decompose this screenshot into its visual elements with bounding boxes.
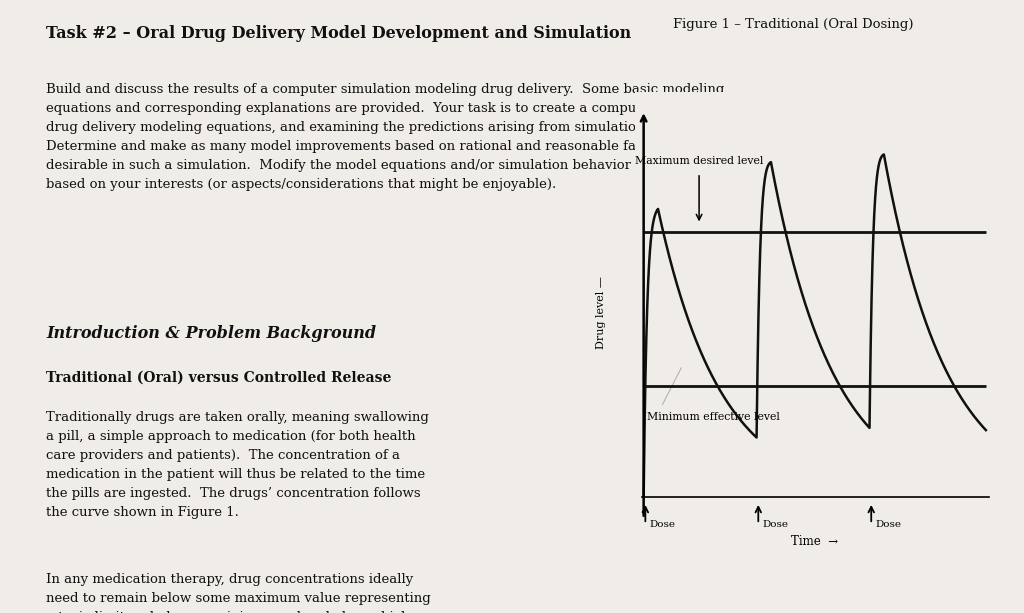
Text: Traditionally drugs are taken orally, meaning swallowing
a pill, a simple approa: Traditionally drugs are taken orally, me… — [46, 411, 429, 519]
Text: Build and discuss the results of a computer simulation modeling drug delivery.  : Build and discuss the results of a compu… — [46, 83, 770, 191]
Text: Task #2 – Oral Drug Delivery Model Development and Simulation: Task #2 – Oral Drug Delivery Model Devel… — [46, 25, 632, 42]
Text: Introduction & Problem Background: Introduction & Problem Background — [46, 325, 377, 342]
Text: Traditional (Oral) versus Controlled Release: Traditional (Oral) versus Controlled Rel… — [46, 371, 392, 385]
Text: Figure 1 – Traditional (Oral Dosing): Figure 1 – Traditional (Oral Dosing) — [674, 18, 913, 31]
Text: In any medication therapy, drug concentrations ideally
need to remain below some: In any medication therapy, drug concentr… — [46, 573, 431, 613]
